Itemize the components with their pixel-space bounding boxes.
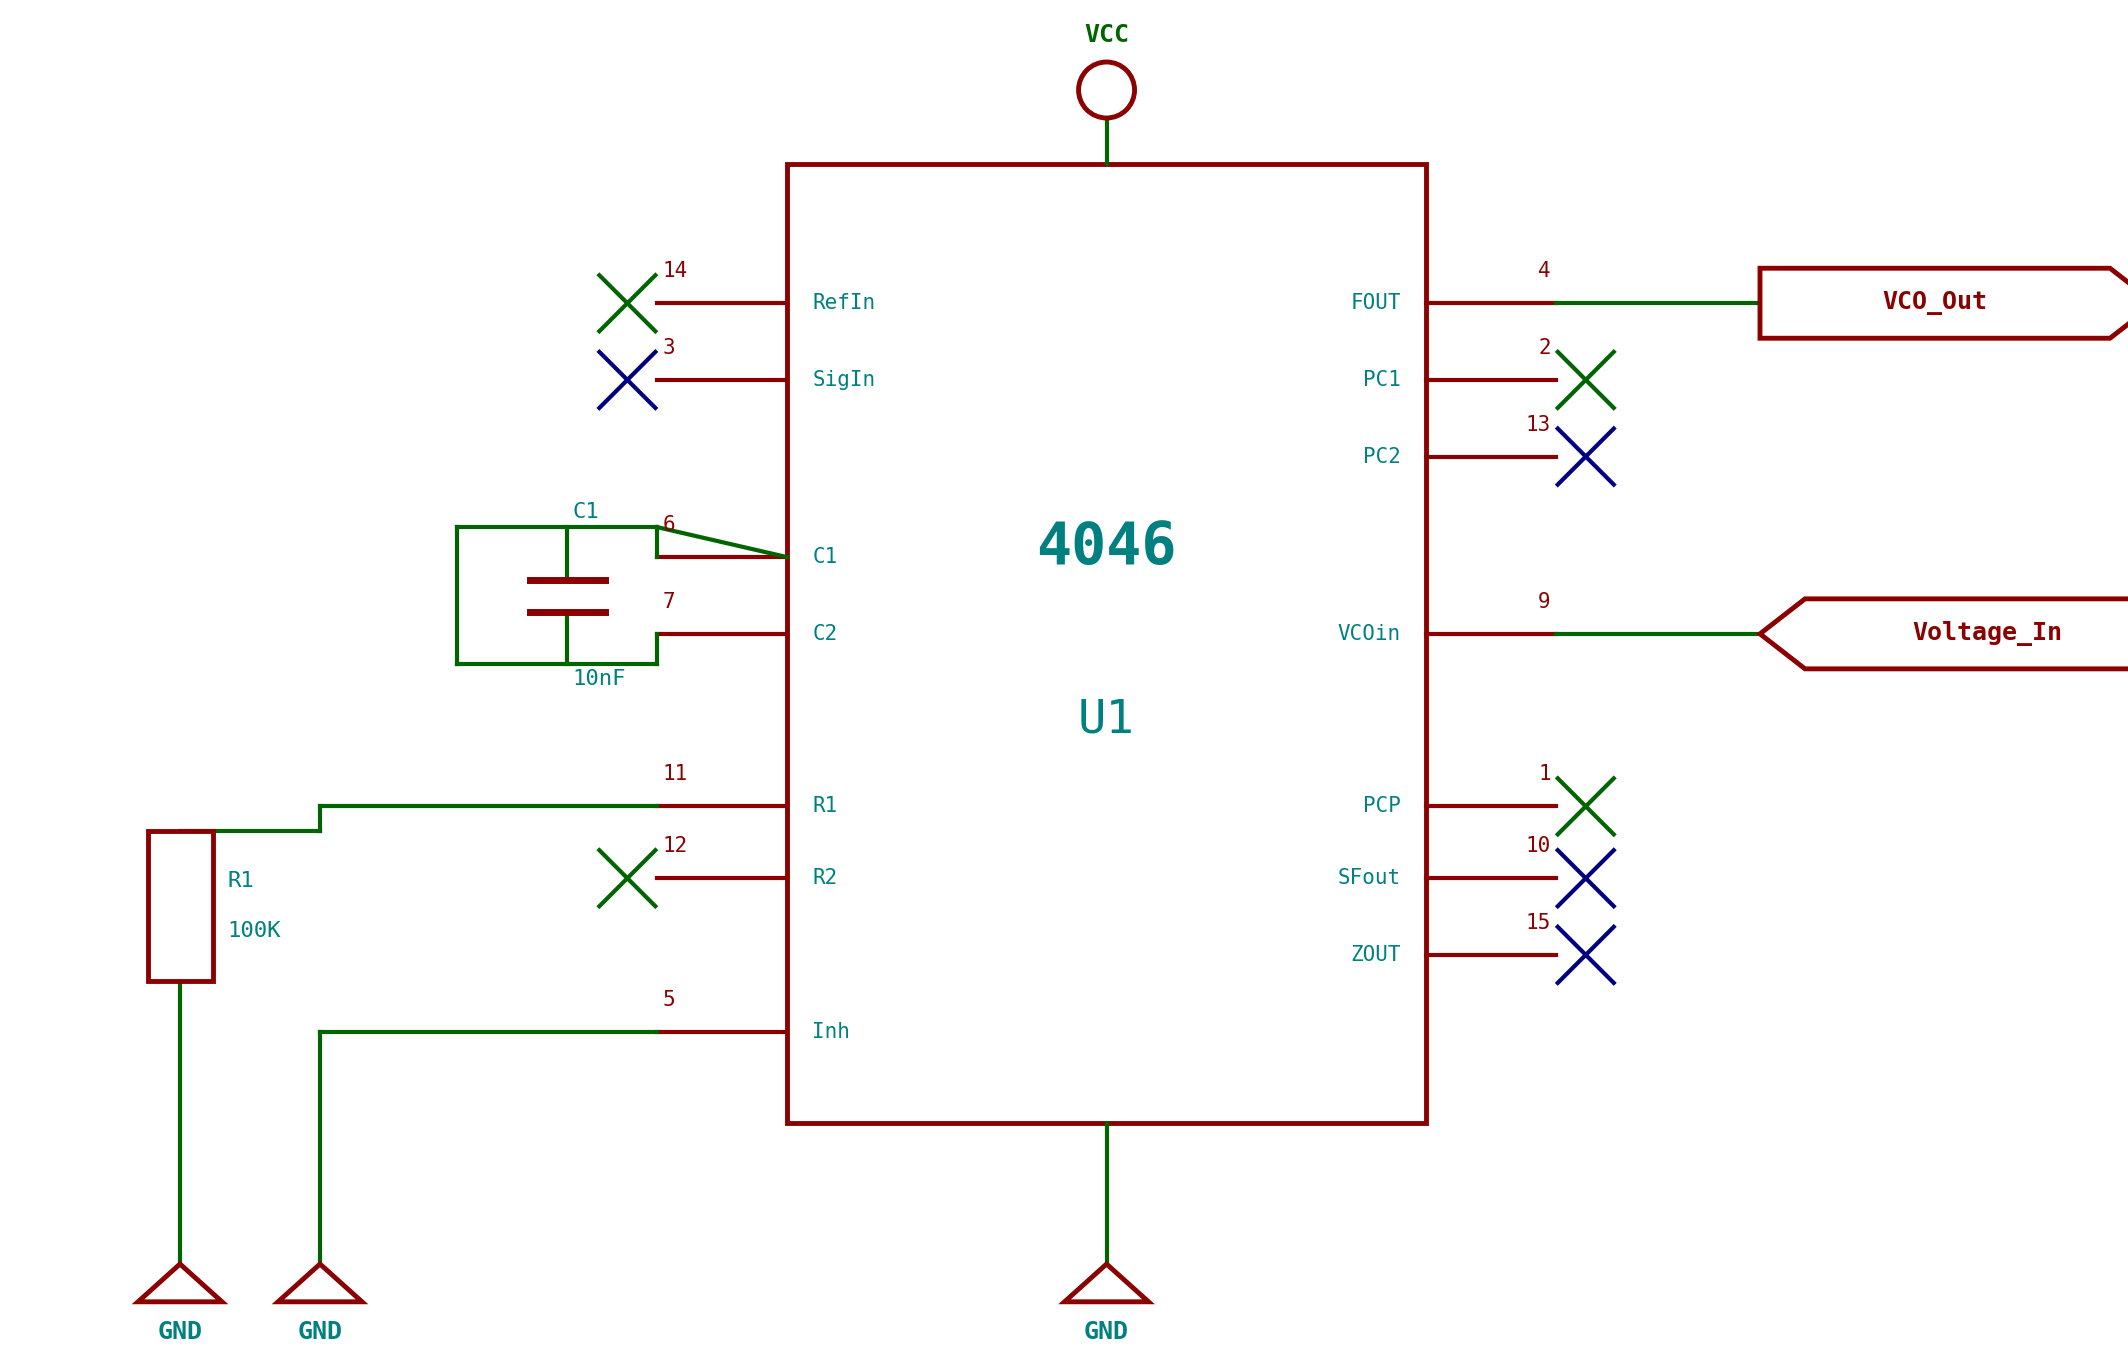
Polygon shape [1064, 1264, 1149, 1302]
Circle shape [1079, 62, 1134, 118]
Text: C2: C2 [813, 624, 838, 643]
Text: 3: 3 [662, 338, 675, 357]
Text: 4046: 4046 [1036, 519, 1177, 576]
Text: 7: 7 [662, 591, 675, 612]
Text: R1: R1 [228, 871, 253, 891]
Text: Inh: Inh [813, 1021, 851, 1042]
Text: 12: 12 [662, 836, 687, 856]
Text: 15: 15 [1526, 913, 1551, 932]
Text: VCOin: VCOin [1339, 624, 1400, 643]
Text: GND: GND [1083, 1320, 1130, 1344]
Text: SFout: SFout [1339, 868, 1400, 888]
Text: 1: 1 [1539, 764, 1551, 784]
Text: C1: C1 [572, 502, 600, 522]
Text: GND: GND [157, 1320, 202, 1344]
Text: 4: 4 [1539, 261, 1551, 281]
Text: 5: 5 [662, 990, 675, 1009]
Bar [787, 164, 1426, 1123]
Text: R1: R1 [813, 797, 838, 816]
Text: RefIn: RefIn [813, 293, 875, 314]
Text: 9: 9 [1539, 591, 1551, 612]
Text: 14: 14 [662, 261, 687, 281]
Text: 6: 6 [662, 515, 675, 535]
Polygon shape [279, 1264, 362, 1302]
Text: 13: 13 [1526, 415, 1551, 434]
Text: 10: 10 [1526, 836, 1551, 856]
Text: R2: R2 [813, 868, 838, 888]
Text: 100K: 100K [228, 921, 281, 942]
Text: FOUT: FOUT [1351, 293, 1400, 314]
Text: 11: 11 [662, 764, 687, 784]
Text: GND: GND [298, 1320, 343, 1344]
Text: 10nF: 10nF [572, 669, 626, 689]
Polygon shape [1760, 268, 2128, 338]
Text: VCO_Out: VCO_Out [1883, 292, 1988, 315]
Text: C1: C1 [813, 548, 838, 567]
Polygon shape [138, 1264, 221, 1302]
Text: 2: 2 [1539, 338, 1551, 357]
Text: ZOUT: ZOUT [1351, 945, 1400, 965]
Bar [147, 831, 213, 982]
Text: U1: U1 [1079, 698, 1134, 742]
Polygon shape [1760, 598, 2128, 669]
Text: VCC: VCC [1083, 23, 1130, 47]
Text: PCP: PCP [1362, 797, 1400, 816]
Text: SigIn: SigIn [813, 370, 875, 390]
Text: Voltage_In: Voltage_In [1913, 622, 2062, 646]
Text: PC2: PC2 [1362, 446, 1400, 467]
Text: PC1: PC1 [1362, 370, 1400, 390]
